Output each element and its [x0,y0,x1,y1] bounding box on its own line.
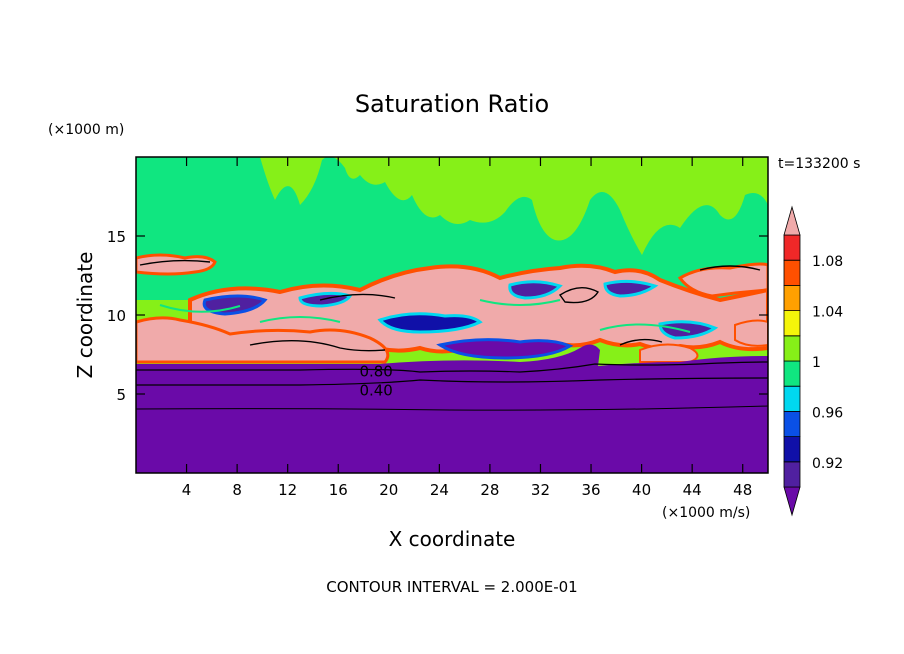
dry-pocket-6 [603,279,659,298]
colorbar: 0.92 0.96 1 1.04 1.08 [783,205,843,517]
x-axis-label: X coordinate [389,527,516,551]
contour-label: 0.80 [359,362,392,380]
dry-pocket-3 [377,312,483,334]
dry-lower-layer [136,344,768,473]
x-tick-label: 36 [581,481,600,499]
plot-area: 0.800.40 [136,157,768,473]
colorbar-bin [783,486,801,517]
colorbar-bin [783,310,801,337]
colorbar-bin [783,436,801,463]
colorbar-bin [783,461,801,488]
x-tick-label: 28 [480,481,499,499]
x-axis-ticks: 4 8 12 16 20 24 28 32 36 40 44 48 [182,157,752,499]
colorbar-bin [783,259,801,286]
dry-pocket-5 [436,338,574,360]
x-tick-label: 8 [232,481,242,499]
contour-line-0.80 [136,361,768,373]
moist-streaks [159,299,691,333]
colorbar-tick-label: 0.96 [812,405,843,421]
colorbar-tick-label: 1.08 [812,254,843,270]
x-tick-label: 20 [379,481,398,499]
dry-pocket-4 [508,280,563,300]
contour-line-0.40 [136,377,768,386]
contour-line-lower [136,405,768,411]
colorbar-tick-label: 1.04 [812,305,843,321]
colorbar-bin [783,385,801,412]
dry-pocket-7 [658,320,719,340]
y-tick-label: 5 [116,386,126,404]
x-tick-label: 24 [430,481,449,499]
colorbar-bin [783,285,801,311]
contour-interval-note: CONTOUR INTERVAL = 2.000E-01 [326,578,577,596]
low-cloud-lobe [639,343,699,363]
contour-label-layer: 0.800.40 [359,362,392,399]
x-tick-label: 16 [329,481,348,499]
y-tick-label: 10 [107,307,126,325]
colorbar-bin [783,335,801,362]
colorbar-bin [783,360,801,387]
colorbar-tick-label: 1 [812,355,821,371]
x-tick-label: 40 [632,481,651,499]
x-tick-label: 32 [531,481,550,499]
x-axis-units: (×1000 m/s) [662,505,750,521]
colorbar-bin [783,234,801,261]
x-tick-label: 48 [733,481,752,499]
colorbar-bin [783,205,801,236]
y-units-label: (×1000 m) [48,122,124,138]
x-tick-label: 4 [182,481,192,499]
low-cloud-band-left [136,316,390,364]
x-tick-label: 12 [278,481,297,499]
time-label: t=133200 s [778,156,860,172]
contour-label: 0.40 [359,381,392,399]
y-axis-label: Z coordinate [73,252,97,379]
moist-region [136,157,768,300]
y-axis-ticks: 5 10 15 [107,228,768,404]
dry-pocket-1 [202,294,268,316]
contour-lines-cloud [139,259,761,352]
low-cloud-lobe-right [734,319,768,347]
y-tick-label: 15 [107,228,126,246]
x-tick-label: 44 [683,481,702,499]
chart-title: Saturation Ratio [355,90,549,118]
colorbar-tick-label: 0.92 [812,456,843,472]
upper-cloud-layer [136,253,217,276]
colorbar-bin [783,411,801,437]
